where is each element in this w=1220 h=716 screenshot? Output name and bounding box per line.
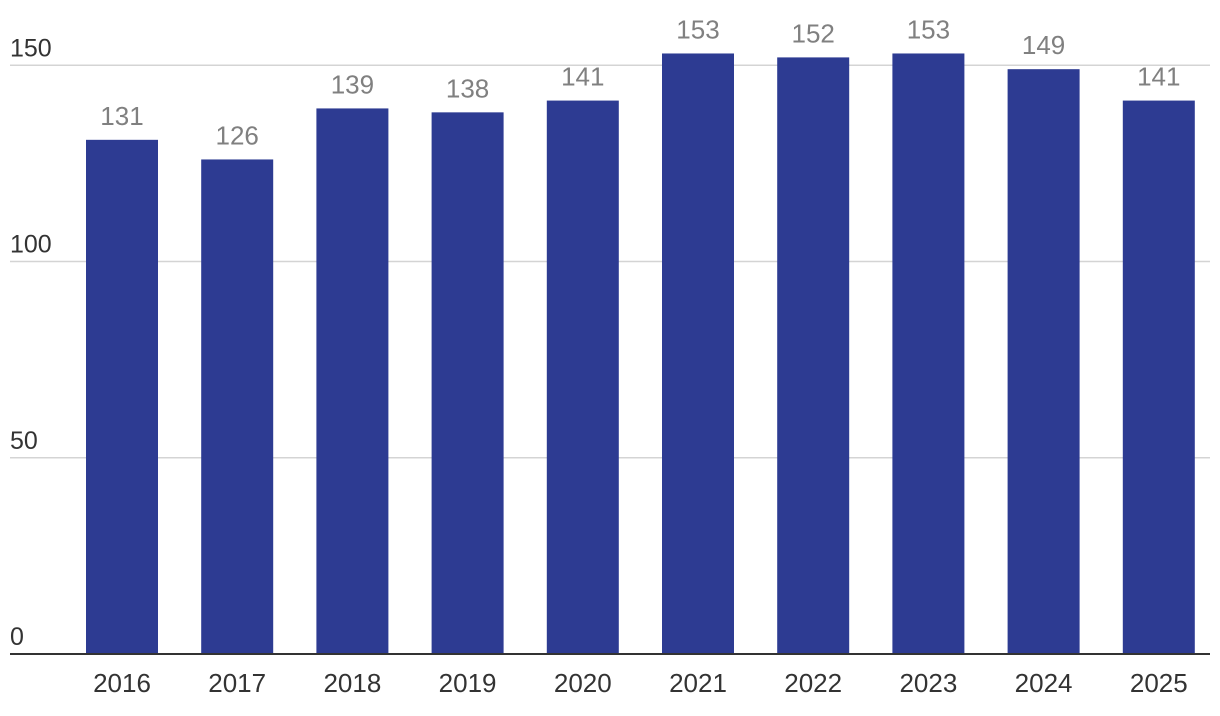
y-tick-label: 0 bbox=[10, 623, 24, 651]
data-labels: 131 126 139 138 141 153 152 153 149 141 bbox=[100, 14, 1180, 150]
x-tick-label: 2024 bbox=[1015, 668, 1073, 698]
x-tick-label: 2023 bbox=[899, 668, 957, 698]
bar bbox=[892, 53, 965, 655]
bar bbox=[201, 159, 274, 654]
x-axis-tick-labels: 2016 2017 2018 2019 2020 2021 2022 2023 2024 2025 bbox=[93, 668, 1188, 698]
x-tick-label: 2020 bbox=[554, 668, 612, 698]
data-label: 152 bbox=[792, 18, 835, 48]
y-tick-label: 50 bbox=[10, 427, 38, 455]
data-label: 141 bbox=[1137, 62, 1180, 92]
x-tick-label: 2022 bbox=[784, 668, 842, 698]
bar bbox=[431, 112, 504, 655]
bars bbox=[86, 53, 1195, 655]
x-tick-label: 2025 bbox=[1130, 668, 1188, 698]
y-tick-label: 100 bbox=[10, 231, 52, 259]
y-tick-label: 150 bbox=[10, 34, 52, 62]
x-tick-label: 2019 bbox=[439, 668, 497, 698]
data-label: 153 bbox=[907, 14, 950, 44]
x-tick-label: 2016 bbox=[93, 668, 151, 698]
x-tick-label: 2021 bbox=[669, 668, 727, 698]
bar bbox=[1007, 69, 1080, 655]
x-tick-label: 2018 bbox=[323, 668, 381, 698]
data-label: 138 bbox=[446, 73, 489, 103]
data-label: 141 bbox=[561, 62, 604, 92]
bar bbox=[316, 108, 389, 655]
data-label: 126 bbox=[216, 120, 259, 150]
data-label: 139 bbox=[331, 69, 374, 99]
x-tick-label: 2017 bbox=[208, 668, 266, 698]
y-axis-tick-labels: 0 50 100 150 bbox=[10, 34, 52, 651]
bar bbox=[546, 100, 619, 654]
data-label: 153 bbox=[676, 14, 719, 44]
data-label: 131 bbox=[100, 101, 143, 131]
bar bbox=[86, 139, 158, 654]
bar bbox=[662, 53, 734, 655]
bar bbox=[1122, 100, 1195, 654]
data-label: 149 bbox=[1022, 30, 1065, 60]
bar bbox=[777, 57, 850, 654]
